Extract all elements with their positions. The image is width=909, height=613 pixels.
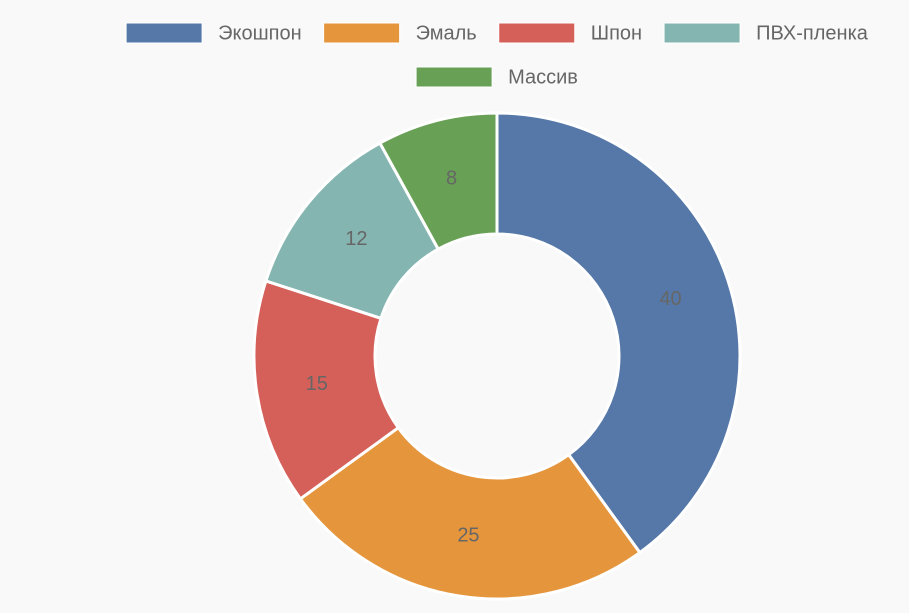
value-label: 40: [659, 288, 681, 310]
doughnut-segment: [252, 279, 401, 501]
legend-swatch: [125, 22, 203, 44]
legend-item: Эмаль: [323, 22, 477, 44]
value-label: 12: [345, 228, 367, 250]
legend-swatch: [323, 22, 401, 44]
legend-label: ПВХ-пленка: [756, 22, 869, 44]
value-label: 25: [457, 525, 479, 547]
doughnut-segment: [264, 141, 441, 321]
legend-label: Шпон: [591, 22, 642, 44]
legend-item: Шпон: [498, 22, 642, 44]
doughnut-segment: [298, 425, 642, 601]
legend-label: Эмаль: [416, 22, 477, 44]
legend-item: ПВХ-пленка: [663, 22, 869, 44]
legend-label: Экошпон: [218, 22, 302, 44]
legend-item: Массив: [415, 66, 578, 88]
legend-swatch: [498, 22, 576, 44]
doughnut-segment: [377, 111, 499, 252]
value-label: 15: [306, 373, 328, 395]
legend-label: Массив: [508, 66, 578, 88]
legend-swatch: [663, 22, 741, 44]
value-label: 8: [446, 168, 457, 190]
legend-swatch: [415, 66, 493, 88]
legend-item: Экошпон: [125, 22, 302, 44]
doughnut-segment: [495, 111, 742, 555]
